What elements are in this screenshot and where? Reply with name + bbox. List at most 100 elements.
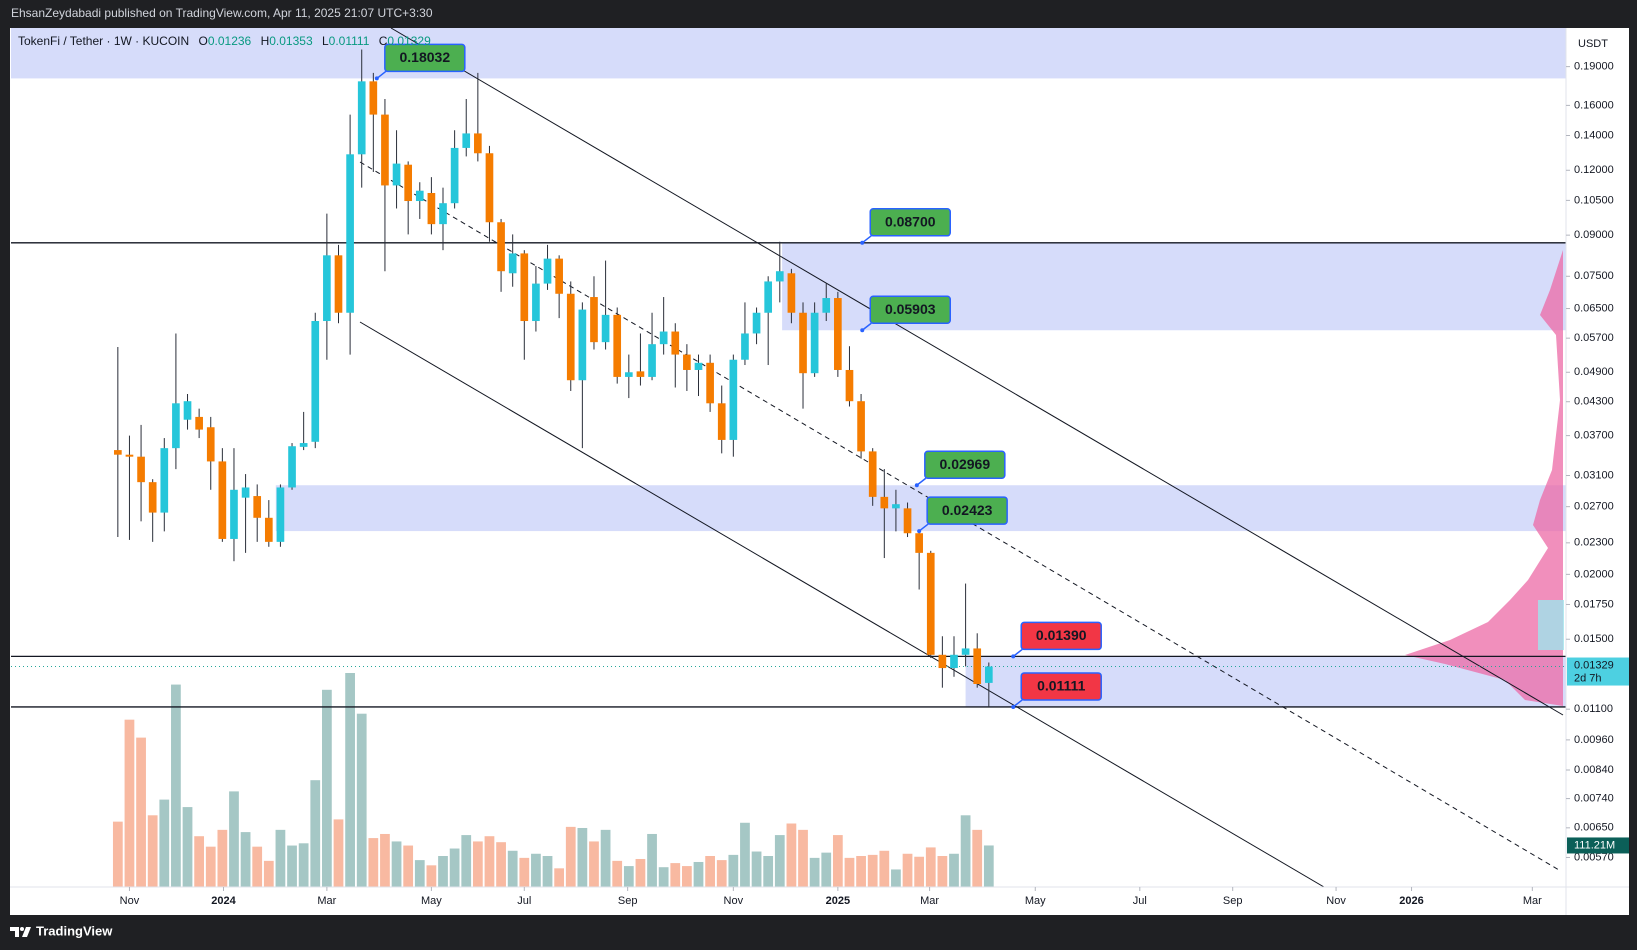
- channel-upper: [390, 28, 1564, 716]
- volume-bar: [832, 835, 843, 887]
- x-tick-label: Nov: [724, 895, 744, 907]
- candle-body: [799, 312, 807, 374]
- x-tick-label: Mar: [317, 895, 336, 907]
- candle-body: [648, 344, 656, 377]
- volume-bar: [240, 832, 251, 887]
- y-tick-label: 0.00960: [1574, 734, 1614, 746]
- volume-bar: [879, 850, 890, 887]
- volume-bar: [774, 835, 785, 887]
- candle-body: [961, 648, 970, 655]
- channel-lower: [359, 321, 1325, 887]
- volume-bar: [856, 856, 866, 887]
- candle-body: [218, 461, 227, 539]
- logo-dot: [20, 927, 24, 931]
- candle-body: [148, 482, 157, 513]
- legend-high: 0.01353: [269, 34, 313, 48]
- volume-bar: [705, 856, 715, 887]
- volume-bar: [112, 821, 123, 887]
- x-tick-label: Mar: [920, 895, 939, 907]
- volume-bar: [194, 836, 205, 887]
- x-tick-label: Sep: [1223, 895, 1243, 907]
- annotation-anchor: [860, 328, 865, 333]
- volume-bar: [577, 827, 588, 887]
- volume-bar: [925, 847, 936, 887]
- candle-body: [787, 273, 796, 313]
- volume-bar: [891, 869, 901, 887]
- volume-tag: [1567, 837, 1629, 854]
- candle-body: [659, 331, 668, 345]
- candle-body: [114, 450, 122, 455]
- volume-bar: [124, 719, 135, 887]
- logo-mark: [10, 927, 31, 937]
- y-tick-label: 0.12000: [1574, 164, 1614, 176]
- volume-bar: [368, 838, 379, 887]
- candle-body: [334, 255, 343, 313]
- zone: [11, 28, 1566, 79]
- x-tick-label: 2024: [211, 895, 236, 907]
- y-tick-label: 0.00840: [1574, 764, 1614, 776]
- annotation-box: [1020, 672, 1102, 701]
- legend-open: 0.01236: [208, 34, 252, 48]
- y-tick-label: 0.05700: [1574, 332, 1614, 344]
- candle-body: [950, 654, 958, 669]
- annotation-anchor: [914, 483, 919, 488]
- volume-bar: [844, 857, 855, 887]
- candle-body: [439, 203, 447, 225]
- candle-body: [450, 147, 459, 204]
- annotation-label: 0.05903: [885, 301, 936, 317]
- annotation-label: 0.02423: [942, 502, 993, 518]
- annotation-label: 0.18032: [400, 49, 451, 65]
- y-tick-label: 0.02300: [1574, 537, 1614, 549]
- candle-body: [915, 533, 923, 553]
- candle-body: [427, 192, 436, 225]
- candle-body: [288, 446, 296, 488]
- legend-letter: L: [322, 34, 329, 48]
- candle-body: [752, 312, 761, 334]
- x-tick-label: Mar: [1523, 895, 1542, 907]
- candle-body: [474, 133, 482, 154]
- y-tick-label: 0.19000: [1574, 61, 1614, 73]
- candle-body: [357, 81, 366, 155]
- candle-body: [624, 372, 633, 377]
- annotation-box: [924, 450, 1006, 480]
- volume-bar: [461, 835, 472, 887]
- candle-body: [845, 369, 854, 402]
- candle-body: [520, 253, 529, 322]
- x-tick-label: Jul: [1133, 895, 1147, 907]
- x-tick-label: Jul: [517, 895, 531, 907]
- y-tick-label: 0.04300: [1574, 396, 1614, 408]
- annotation-anchor: [1011, 654, 1016, 659]
- legend-low: 0.01111: [329, 34, 370, 48]
- y-tick-label: 0.06500: [1574, 302, 1614, 314]
- volume-bar: [647, 833, 657, 887]
- candle-body: [601, 314, 610, 343]
- volume-bar: [531, 853, 541, 887]
- y-tick-label: 0.02700: [1574, 501, 1614, 513]
- candle-body: [160, 448, 169, 513]
- volume-bar: [949, 853, 959, 887]
- annotation-box: [1020, 621, 1102, 651]
- x-tick-label: 2025: [826, 895, 850, 907]
- x-tick-label: Nov: [120, 895, 140, 907]
- candle-body: [555, 258, 563, 294]
- volume-bar: [403, 845, 414, 887]
- volume-bar: [612, 860, 623, 887]
- y-tick-label: 0.16000: [1574, 99, 1614, 111]
- y-tick-label: 0.09000: [1574, 229, 1614, 241]
- candle-body: [299, 443, 308, 447]
- candle-body: [381, 114, 389, 186]
- volume-bar: [159, 799, 170, 887]
- candle-body: [694, 362, 703, 370]
- volume-bar: [554, 868, 565, 887]
- volume-bar: [275, 829, 286, 887]
- volume-profile: [1405, 250, 1564, 706]
- candle-body: [880, 496, 889, 509]
- candle-body: [938, 654, 947, 669]
- candle-body: [926, 552, 935, 655]
- legend-letter: O: [199, 34, 208, 48]
- volume-bar: [542, 856, 553, 887]
- volume-bar: [496, 842, 506, 887]
- x-tick-label: Sep: [618, 895, 638, 907]
- chart-panel: [10, 28, 1629, 915]
- volume-bar: [693, 861, 704, 887]
